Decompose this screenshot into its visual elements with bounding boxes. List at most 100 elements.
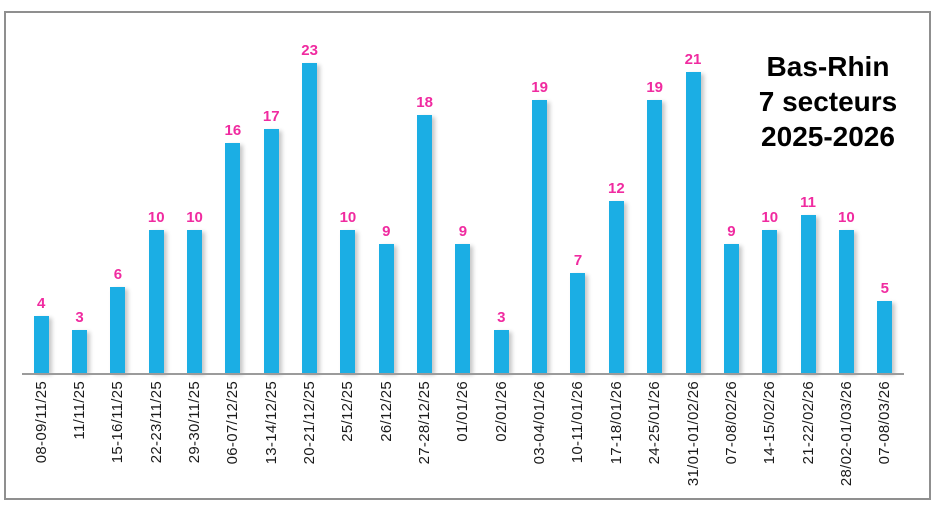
bar <box>302 63 318 373</box>
bar <box>647 100 663 373</box>
bar-value-label: 7 <box>573 251 583 269</box>
bar <box>225 143 241 373</box>
bar-column: 19 <box>520 43 558 373</box>
x-axis-cell: 24-25/01/26 <box>636 375 674 498</box>
x-axis-label: 11/11/25 <box>71 381 89 440</box>
x-axis-label: 08-09/11/25 <box>32 381 50 464</box>
x-axis-cell: 06-07/12/25 <box>214 375 252 498</box>
bar-value-label: 9 <box>727 222 736 240</box>
x-axis-cell: 02/01/26 <box>482 375 520 498</box>
bar <box>187 229 203 373</box>
x-axis-cell: 27-28/12/25 <box>405 375 443 498</box>
bar <box>570 272 586 373</box>
x-axis-cell: 01/01/26 <box>444 375 482 498</box>
bar-column: 19 <box>636 43 674 373</box>
bar-value-label: 5 <box>880 280 889 298</box>
bar-column: 21 <box>674 43 712 373</box>
x-axis-cell: 08-09/11/25 <box>22 375 60 498</box>
x-axis-row: 08-09/11/25 11/11/25 15-16/11/25 22-23/11/2… <box>22 373 904 498</box>
x-axis-cell: 29-30/11/25 <box>175 375 213 498</box>
bar <box>838 229 854 373</box>
x-axis-cell: 21-22/02/26 <box>789 375 827 498</box>
bar-column: 10 <box>329 43 367 373</box>
bar-value-label: 4 <box>37 294 46 312</box>
x-axis-cell: 10-11/01/26 <box>559 375 597 498</box>
bar-column: 10 <box>137 43 175 373</box>
bar-column: 10 <box>827 43 865 373</box>
chart-title-line-3: 2025-2026 <box>761 121 895 152</box>
bar-value-label: 16 <box>224 122 242 140</box>
bar-value-label: 17 <box>262 108 280 126</box>
x-axis-cell: 22-23/11/25 <box>137 375 175 498</box>
bar <box>723 243 739 373</box>
bar-value-label: 12 <box>607 179 625 197</box>
bar <box>800 215 816 373</box>
bar-column: 4 <box>22 43 60 373</box>
x-axis-label: 14-15/02/26 <box>761 381 779 465</box>
x-axis-label: 28/02-01/03/26 <box>837 381 855 487</box>
bar-value-label: 19 <box>646 79 664 97</box>
bar <box>148 229 164 373</box>
x-axis-label: 07-08/02/26 <box>722 381 740 465</box>
bar-value-label: 21 <box>684 50 702 68</box>
x-axis-cell: 25/12/25 <box>329 375 367 498</box>
x-axis-cell: 28/02-01/03/26 <box>827 375 865 498</box>
chart-title-line-2: 7 secteurs <box>758 86 898 117</box>
bar-column: 18 <box>405 43 443 373</box>
x-axis-label: 03-04/01/26 <box>531 381 549 465</box>
bar-value-label: 10 <box>186 208 203 226</box>
bar-column: 11 <box>789 43 827 373</box>
bar-value-label: 9 <box>458 222 468 240</box>
bar-column: 6 <box>99 43 137 373</box>
x-axis-label: 20-21/12/25 <box>301 381 319 465</box>
x-axis-label: 17-18/01/26 <box>607 381 625 465</box>
x-axis-label: 02/01/26 <box>492 381 510 442</box>
bar-value-label: 18 <box>416 93 433 111</box>
chart-title: Bas-Rhin 7 secteurs 2025-2026 <box>732 49 924 154</box>
bar-value-label: 3 <box>497 309 506 326</box>
x-axis-cell: 14-15/02/26 <box>751 375 789 498</box>
bar <box>608 200 624 373</box>
bar-column: 9 <box>367 43 405 373</box>
x-axis-label: 25/12/25 <box>339 381 357 442</box>
x-axis-cell: 17-18/01/26 <box>597 375 635 498</box>
x-axis-label: 21-22/02/26 <box>799 381 817 465</box>
x-axis-label: 27-28/12/25 <box>416 381 434 465</box>
x-axis-label: 31/01-01/02/26 <box>684 381 702 487</box>
bar <box>877 301 893 373</box>
bar-value-label: 9 <box>382 222 391 240</box>
bar-column: 17 <box>252 43 290 373</box>
bar-column: 9 <box>712 43 750 373</box>
bar-column: 3 <box>482 43 520 373</box>
bar-value-label: 10 <box>838 208 855 226</box>
x-axis-label: 10-11/01/26 <box>569 381 587 464</box>
chart-frame: 4 3 6 10 10 16 17 23 10 9 18 9 3 19 7 12 19 21 9 10 11 10 5 08… <box>4 11 931 500</box>
x-axis-cell: 07-08/02/26 <box>712 375 750 498</box>
x-axis-label: 07-08/03/26 <box>876 381 894 465</box>
bar <box>110 286 126 373</box>
bar-column: 10 <box>175 43 213 373</box>
bar <box>493 330 509 373</box>
bar-value-label: 11 <box>800 194 816 212</box>
x-axis-label: 13-14/12/25 <box>262 381 280 465</box>
bar <box>72 330 88 373</box>
x-axis-cell: 20-21/12/25 <box>290 375 328 498</box>
x-axis-label: 06-07/12/25 <box>224 381 242 465</box>
bar-value-label: 23 <box>301 42 318 59</box>
x-axis-label: 15-16/11/25 <box>109 381 127 464</box>
x-axis-label: 22-23/11/25 <box>147 381 165 464</box>
bar <box>455 243 471 373</box>
x-axis-cell: 07-08/03/26 <box>866 375 904 498</box>
bar <box>340 229 356 373</box>
bar-value-label: 10 <box>339 208 357 226</box>
bar-value-label: 6 <box>113 265 123 283</box>
x-axis-cell: 26/12/25 <box>367 375 405 498</box>
bar <box>33 315 49 373</box>
bar-column: 7 <box>559 43 597 373</box>
x-axis-cell: 03-04/01/26 <box>520 375 558 498</box>
bar <box>762 229 778 373</box>
bar-column: 12 <box>597 43 635 373</box>
bar-value-label: 19 <box>531 79 548 97</box>
x-axis-cell: 15-16/11/25 <box>99 375 137 498</box>
bars-row: 4 3 6 10 10 16 17 23 10 9 18 9 3 19 7 12 19 21 9 10 11 10 5 <box>22 43 904 373</box>
